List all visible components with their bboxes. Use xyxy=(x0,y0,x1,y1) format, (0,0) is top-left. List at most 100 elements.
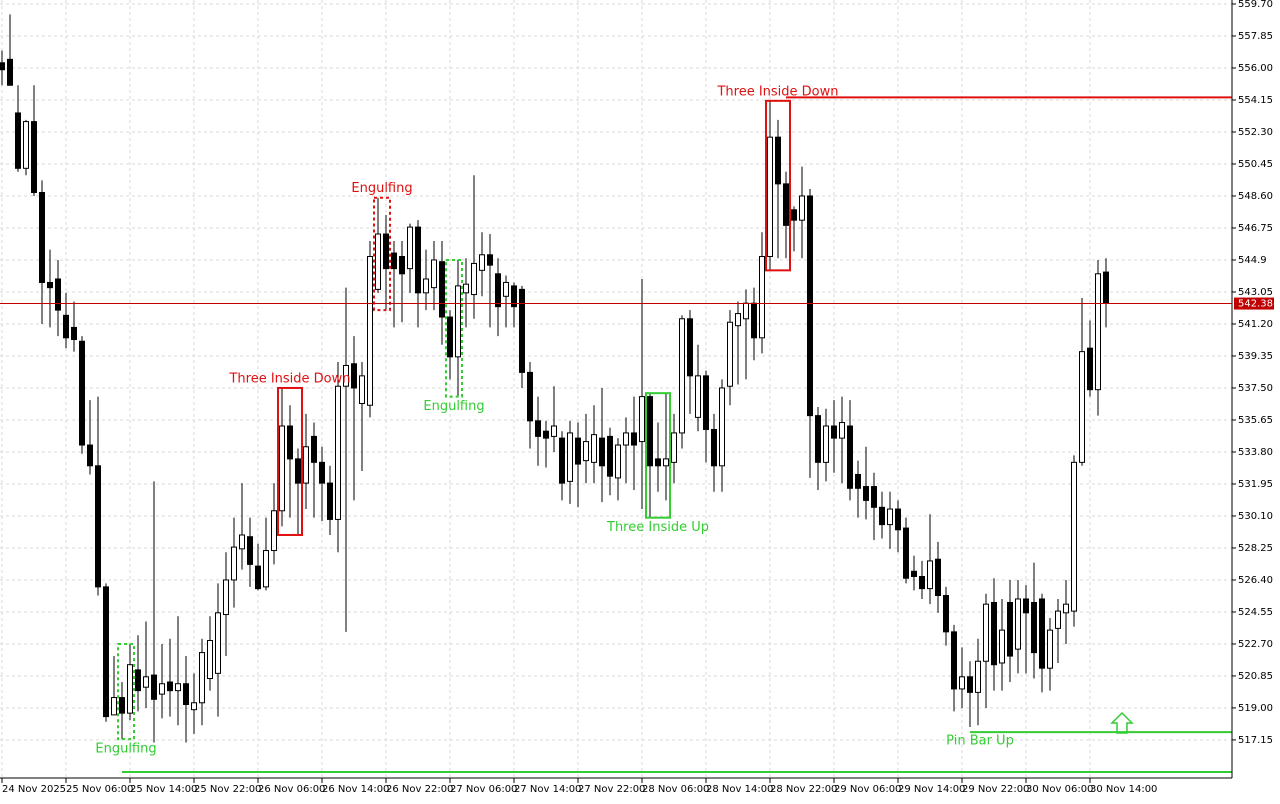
candle-body xyxy=(679,318,685,434)
y-tick-label: 550.45 xyxy=(1238,159,1273,170)
candle-body xyxy=(383,233,389,270)
candle-body xyxy=(311,435,317,463)
candle-body xyxy=(0,62,5,71)
candle-body xyxy=(879,506,885,526)
candle-body xyxy=(455,285,461,358)
candle-body xyxy=(439,261,445,318)
candle-body xyxy=(751,302,757,339)
level-label: Pin Bar Up xyxy=(946,734,1014,749)
pattern-box xyxy=(277,386,303,536)
y-tick-label: 541.20 xyxy=(1238,319,1273,330)
y-tick-label: 519.00 xyxy=(1238,703,1273,714)
candle-body xyxy=(1023,598,1029,614)
candle-body xyxy=(87,444,93,467)
x-tick-label: 25 Nov 06:00 xyxy=(66,784,133,795)
candle-body xyxy=(663,458,669,467)
candle-body xyxy=(231,546,237,581)
candle-body xyxy=(543,430,549,439)
y-tick-label: 544.9 xyxy=(1238,255,1267,266)
candle-body xyxy=(407,226,413,270)
candle-body xyxy=(511,285,517,308)
candle-body xyxy=(327,482,333,520)
pattern-box xyxy=(373,196,391,312)
x-tick-label: 30 Nov 14:00 xyxy=(1090,784,1157,795)
candle-body xyxy=(343,364,349,387)
candle-body xyxy=(199,652,205,704)
candle-body xyxy=(423,278,429,294)
y-tick-label: 524.55 xyxy=(1238,607,1273,618)
candle-body xyxy=(911,570,917,577)
candle-body xyxy=(759,256,765,339)
candle-body xyxy=(391,252,397,270)
candle-body xyxy=(847,425,853,489)
candle-body xyxy=(791,209,797,221)
candle-body xyxy=(727,321,733,387)
candle-body xyxy=(1039,598,1045,669)
pattern-label: Three Inside Up xyxy=(606,520,709,535)
candle-body xyxy=(15,112,21,169)
x-tick-label: 28 Nov 22:00 xyxy=(770,784,837,795)
x-tick-label: 29 Nov 22:00 xyxy=(962,784,1029,795)
y-tick-label: 520.85 xyxy=(1238,671,1273,682)
x-tick-label: 30 Nov 06:00 xyxy=(1026,784,1093,795)
candle-body xyxy=(943,595,949,633)
candle-body xyxy=(175,683,181,692)
pattern-label: Three Inside Down xyxy=(716,84,838,99)
candle-body xyxy=(1071,461,1077,612)
candle-body xyxy=(783,183,789,226)
y-tick-label: 528.25 xyxy=(1238,543,1273,554)
candle-body xyxy=(639,396,645,443)
candle-body xyxy=(143,676,149,688)
candle-body xyxy=(255,565,261,590)
candle-body xyxy=(415,226,421,294)
y-tick-label: 517.15 xyxy=(1238,735,1273,746)
candle-body xyxy=(31,121,37,194)
candle-body xyxy=(191,702,197,711)
candle-body xyxy=(743,302,749,320)
candle-body xyxy=(567,432,573,482)
candle-body xyxy=(287,425,293,460)
candle-body xyxy=(695,375,701,418)
y-tick-label: 537.50 xyxy=(1238,383,1273,394)
candle-body xyxy=(263,550,269,588)
candle-body xyxy=(247,536,253,565)
candle-body xyxy=(79,340,85,446)
candle-body xyxy=(623,432,629,446)
candle-body xyxy=(583,441,589,462)
candle-body xyxy=(711,428,717,467)
candle-body xyxy=(295,458,301,484)
candle-body xyxy=(159,683,165,695)
candle-body xyxy=(319,461,325,484)
candle-body xyxy=(991,601,997,666)
y-tick-label: 530.10 xyxy=(1238,511,1273,522)
y-tick-label: 552.30 xyxy=(1238,127,1273,138)
y-tick-label: 546.75 xyxy=(1238,223,1273,234)
candle-body xyxy=(359,375,365,405)
candle-body xyxy=(55,278,61,311)
y-tick-label: 522.70 xyxy=(1238,639,1273,650)
candle-body xyxy=(1047,629,1053,669)
x-tick-label: 29 Nov 14:00 xyxy=(898,784,965,795)
candle-body xyxy=(1015,598,1021,650)
candle-body xyxy=(687,318,693,377)
candle-body xyxy=(1095,273,1101,391)
y-tick-label: 533.80 xyxy=(1238,447,1273,458)
candle-body xyxy=(839,422,845,439)
candle-body xyxy=(207,639,213,680)
y-tick-label: 557.85 xyxy=(1238,31,1273,42)
candle-body xyxy=(735,313,741,327)
candle-body xyxy=(135,669,141,692)
candle-body xyxy=(1007,601,1013,657)
candle-body xyxy=(399,256,405,275)
candle-body xyxy=(447,316,453,358)
candle-body xyxy=(223,579,229,616)
candle-body xyxy=(127,664,133,714)
candle-body xyxy=(631,432,637,446)
candle-body xyxy=(975,660,981,693)
x-tick-label: 28 Nov 06:00 xyxy=(642,784,709,795)
y-tick-label: 556.00 xyxy=(1238,63,1273,74)
candle-body xyxy=(551,425,557,437)
y-tick-label: 559.70 xyxy=(1238,0,1273,10)
candle-body xyxy=(831,425,837,439)
